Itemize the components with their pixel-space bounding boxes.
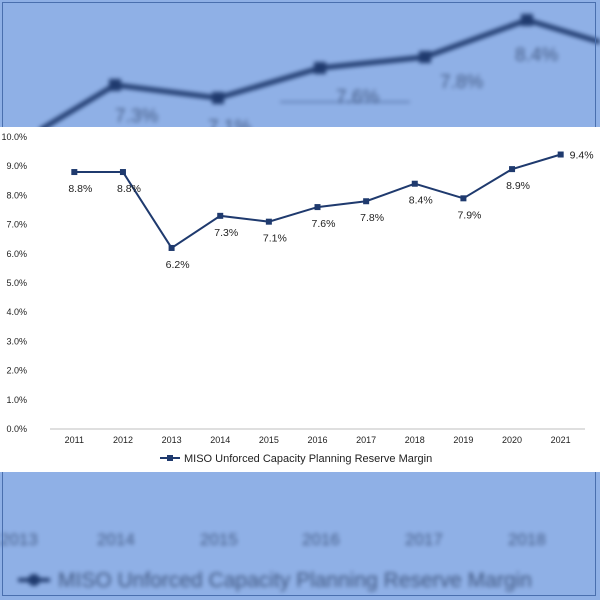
blurred-year-4: 2017 — [405, 530, 443, 549]
data-label: 7.9% — [457, 209, 481, 221]
data-label: 7.8% — [360, 212, 384, 224]
x-tick-label: 2017 — [356, 435, 376, 445]
y-tick-label: 8.0% — [6, 190, 27, 200]
series-marker — [509, 166, 516, 173]
blurred-label-2: 7.6% — [336, 87, 379, 108]
series-marker — [411, 180, 418, 187]
x-tick-label: 2013 — [162, 435, 182, 445]
series-marker — [265, 218, 272, 225]
series-marker — [71, 169, 78, 176]
data-label: 9.4% — [570, 150, 594, 162]
legend: MISO Unforced Capacity Planning Reserve … — [160, 453, 432, 465]
data-label: 8.9% — [506, 180, 530, 192]
line-chart: 0.0% 1.0% 2.0% 3.0% 4.0% 5.0% 6.0% 7.0% 8.0% 9.0%… — [1, 132, 593, 465]
data-label: 8.8% — [68, 183, 92, 195]
series-marker — [557, 151, 564, 158]
blurred-label-3: 7.8% — [440, 72, 483, 93]
x-tick-label: 2019 — [453, 435, 473, 445]
blurred-year-2: 2015 — [200, 530, 238, 549]
x-tick-label: 2015 — [259, 435, 279, 445]
y-tick-label: 9.0% — [6, 161, 27, 171]
data-label: 8.8% — [117, 183, 141, 195]
blurred-year-5: 2018 — [508, 530, 546, 549]
x-tick-label: 2021 — [551, 435, 571, 445]
series-markers — [71, 151, 564, 251]
blurred-year-3: 2016 — [302, 530, 340, 549]
blurred-markers — [109, 14, 533, 104]
x-tick-label: 2012 — [113, 435, 133, 445]
x-axis-ticks: 2011 2012 2013 2014 2015 2016 2017 2018 2019 2020… — [65, 435, 571, 445]
x-tick-label: 2016 — [307, 435, 327, 445]
data-label: 6.2% — [166, 259, 190, 271]
y-tick-label: 1.0% — [6, 395, 27, 405]
y-tick-label: 5.0% — [6, 278, 27, 288]
legend-marker-swatch — [167, 455, 173, 461]
series-marker — [217, 212, 224, 219]
chart-card: 0.0% 1.0% 2.0% 3.0% 4.0% 5.0% 6.0% 7.0% 8.0% 9.0%… — [0, 127, 600, 472]
y-tick-label: 6.0% — [6, 249, 27, 259]
series-marker — [460, 195, 467, 202]
blurred-year-1: 2014 — [97, 530, 135, 549]
legend-label: MISO Unforced Capacity Planning Reserve … — [184, 453, 432, 465]
series-marker — [314, 204, 321, 211]
data-labels: 8.8% 8.8% 6.2% 7.3% 7.1% 7.6% 7.8% 8.4% 7.9% 8.9%… — [68, 150, 593, 271]
series-line — [74, 153, 561, 250]
data-label: 7.6% — [312, 218, 336, 230]
y-tick-label: 10.0% — [1, 132, 27, 142]
series-marker — [363, 198, 370, 205]
blurred-label-0: 7.3% — [115, 106, 158, 127]
y-tick-label: 0.0% — [6, 424, 27, 434]
y-axis-ticks: 0.0% 1.0% 2.0% 3.0% 4.0% 5.0% 6.0% 7.0% 8.0% 9.0%… — [1, 132, 27, 434]
x-tick-label: 2020 — [502, 435, 522, 445]
data-label: 8.4% — [409, 195, 433, 207]
x-tick-label: 2018 — [405, 435, 425, 445]
y-tick-label: 4.0% — [6, 307, 27, 317]
y-tick-label: 7.0% — [6, 220, 27, 230]
blurred-label-4: 8.4% — [515, 45, 558, 66]
series-marker — [168, 244, 175, 251]
data-label: 7.1% — [263, 233, 287, 245]
data-label: 7.3% — [214, 227, 238, 239]
x-tick-label: 2011 — [65, 435, 84, 445]
blurred-year-0: 2013 — [0, 530, 38, 549]
series-marker — [119, 169, 126, 176]
y-tick-label: 3.0% — [6, 336, 27, 346]
y-tick-label: 2.0% — [6, 366, 27, 376]
x-tick-label: 2014 — [210, 435, 230, 445]
blurred-legend: MISO Unforced Capacity Planning Reserve … — [58, 569, 532, 592]
